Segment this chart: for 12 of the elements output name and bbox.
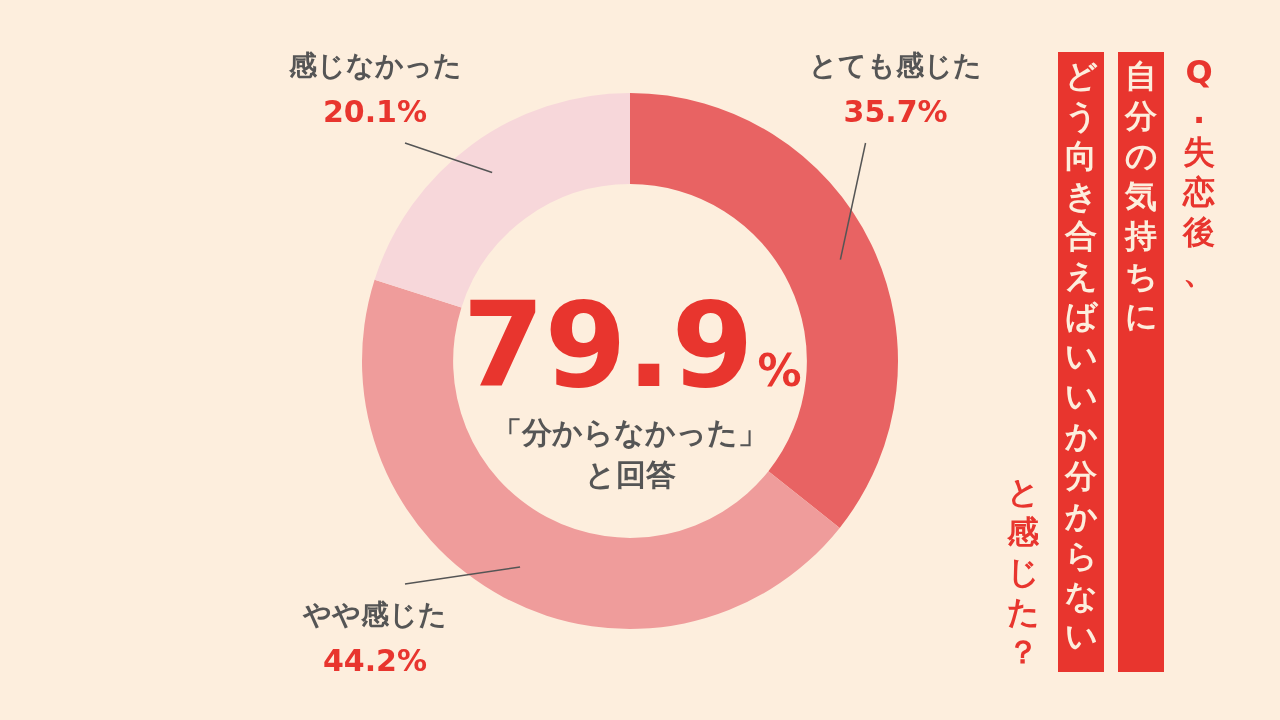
slice-label: 感じなかった bbox=[287, 49, 462, 83]
data-label: 44.2% bbox=[322, 642, 428, 678]
slice-label: やや感じた bbox=[302, 598, 447, 632]
slice-label: とても感じた bbox=[809, 49, 983, 83]
text: 「分からなかった」と回答 bbox=[492, 415, 768, 492]
text: 自分の気持ちに bbox=[1123, 56, 1159, 336]
text: どう向き合えばいいか分からない bbox=[1064, 57, 1098, 655]
data-label: 35.7% bbox=[843, 93, 948, 129]
text: Q.失恋後、 bbox=[1181, 52, 1216, 292]
text: 79.9% bbox=[462, 276, 802, 414]
data-label: 20.1% bbox=[322, 93, 428, 129]
text: と感じた？ bbox=[1005, 472, 1041, 672]
